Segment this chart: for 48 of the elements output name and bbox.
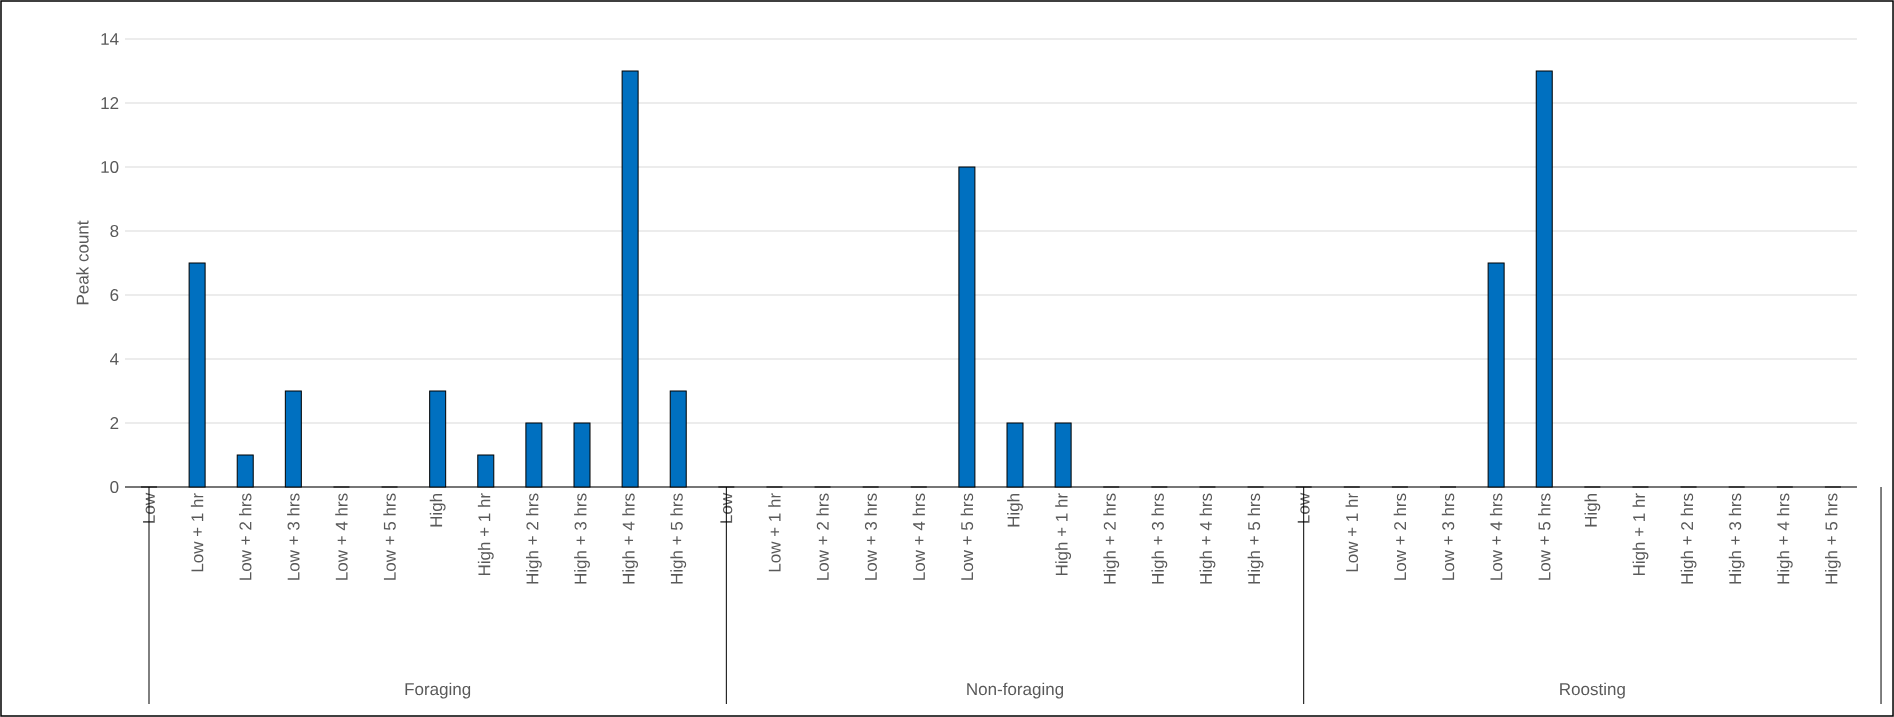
x-tick-label: High + 3 hrs bbox=[574, 493, 590, 584]
x-tick-label: High + 3 hrs bbox=[1728, 493, 1745, 584]
y-tick-label: 6 bbox=[110, 288, 119, 302]
x-tick-label: High bbox=[429, 493, 446, 527]
x-tick-label: Low + 2 hrs bbox=[816, 493, 829, 580]
x-tick-label: Low + 4 hrs bbox=[1489, 493, 1503, 580]
x-tick-label: Low bbox=[1297, 492, 1310, 523]
x-tick-label: Low + 5 hrs bbox=[1538, 493, 1551, 580]
y-tick-label: 2 bbox=[110, 417, 119, 429]
x-tick-label: High + 1 hr bbox=[477, 493, 494, 576]
x-tick-label: Low + 4 hrs bbox=[912, 493, 926, 580]
x-tick-label: Low bbox=[143, 492, 155, 523]
x-tick-label: High + 4 hrs bbox=[1776, 493, 1793, 584]
x-tick-label: Low + 2 hrs bbox=[1393, 493, 1407, 580]
x-tick-label: High + 2 hrs bbox=[525, 493, 542, 584]
x-tick-label: Low + 3 hrs bbox=[1441, 493, 1455, 580]
x-tick-label: High + 1 hr bbox=[1632, 493, 1649, 576]
x-tick-label: High bbox=[1007, 493, 1023, 527]
y-tick-label: 14 bbox=[101, 33, 119, 45]
x-tick-label: Low + 1 hr bbox=[1345, 493, 1359, 572]
x-tick-label: High + 5 hrs bbox=[1824, 493, 1841, 584]
x-tick-label: Low + 4 hrs bbox=[335, 493, 348, 580]
x-tick-label: High + 4 hrs bbox=[622, 493, 639, 584]
y-tick-label: 10 bbox=[101, 160, 119, 174]
y-tick-label: 8 bbox=[110, 224, 119, 238]
x-tick-label: Low + 3 hrs bbox=[287, 493, 300, 580]
text: Foraging bbox=[405, 682, 471, 699]
x-tick-label: High + 4 hrs bbox=[1199, 493, 1216, 584]
x-tick-label: High + 2 hrs bbox=[1103, 493, 1120, 584]
x-tick-label: Low + 1 hr bbox=[190, 493, 204, 572]
y-tick-label: 0 bbox=[110, 480, 119, 494]
x-tick-label: High + 3 hrs bbox=[1151, 493, 1168, 584]
text: Non-foraging bbox=[967, 682, 1064, 699]
y-tick-label: 4 bbox=[110, 353, 119, 365]
text: Roosting bbox=[1560, 682, 1625, 699]
x-tick-label: Low bbox=[720, 492, 733, 523]
x-tick-label: Low + 5 hrs bbox=[383, 493, 396, 580]
x-tick-label: Low + 1 hr bbox=[768, 493, 781, 572]
y-tick-label: 12 bbox=[101, 97, 119, 109]
x-tick-label: Low + 3 hrs bbox=[864, 493, 877, 580]
x-tick-label: Low + 5 hrs bbox=[960, 493, 974, 580]
x-tick-label: High + 2 hrs bbox=[1680, 493, 1697, 584]
x-tick-label: High + 5 hrs bbox=[670, 493, 687, 584]
y-axis-title: Peak count bbox=[76, 220, 89, 305]
x-tick-label: High + 5 hrs bbox=[1247, 493, 1264, 584]
x-tick-label: Low + 2 hrs bbox=[238, 493, 252, 580]
x-tick-label: High bbox=[1584, 493, 1601, 527]
x-tick-label: High + 1 hr bbox=[1055, 493, 1072, 576]
